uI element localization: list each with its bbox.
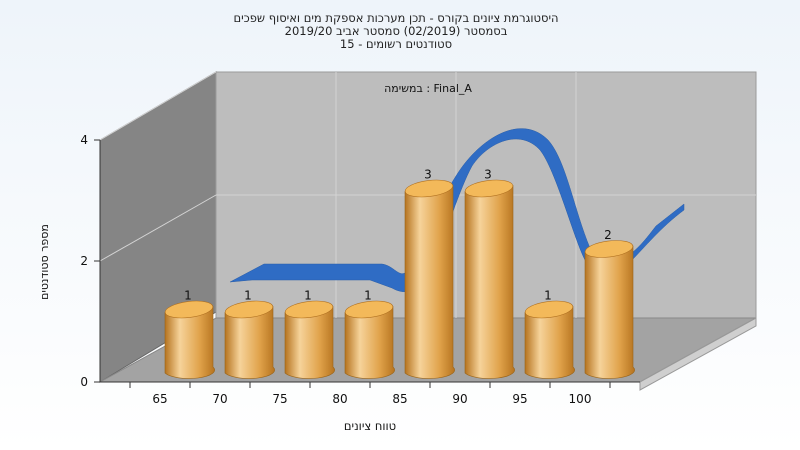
x-tick-label: 95 (512, 392, 527, 406)
x-tick-label: 100 (569, 392, 592, 406)
x-axis-ticks: 65 70 75 80 85 90 95 100 (129, 382, 611, 406)
bars: 1 1 1 1 3 3 1 2 (164, 168, 635, 379)
bar-top (284, 300, 334, 319)
bar-body (404, 185, 455, 379)
bar: 1 (284, 289, 335, 379)
bar: 3 (464, 168, 515, 379)
bar-body (284, 306, 335, 379)
title-line-2: בסמסטר (02/2019) סמסטר אביב 2019/20 (285, 24, 508, 38)
bar: 1 (344, 289, 395, 379)
bar: 1 (164, 289, 215, 379)
x-tick-label: 90 (452, 392, 467, 406)
bar-body (344, 306, 395, 379)
bar: 3 (404, 168, 455, 379)
bar-value-label: 1 (304, 289, 312, 303)
bar-top (164, 300, 214, 319)
bar-value-label: 3 (484, 168, 492, 182)
side-gridline-4 (99, 71, 217, 141)
bar-body (524, 306, 575, 379)
bar-top (224, 300, 274, 319)
x-tick-label: 65 (152, 392, 167, 406)
bar: 2 (584, 228, 635, 379)
bar-top (584, 240, 634, 258)
y-tick-label: 4 (80, 133, 88, 147)
title-line-3: סטודנטים רשומים - 15 (340, 37, 452, 51)
bar-top (344, 300, 394, 319)
title-line-1: היסטוגרמת ציונים בקורס - תכן מערכות אספק… (233, 11, 558, 25)
bar-value-label: 1 (544, 289, 552, 303)
bar-value-label: 1 (364, 289, 372, 303)
x-tick-label: 80 (332, 392, 347, 406)
x-tick-label: 75 (272, 392, 287, 406)
y-tick-label: 2 (80, 254, 88, 268)
side-gridline-2 (99, 194, 217, 262)
bar-body (164, 306, 215, 379)
bar-body (224, 306, 275, 379)
chart-title: היסטוגרמת ציונים בקורס - תכן מערכות אספק… (233, 11, 558, 51)
x-axis-title: טווח ציונים (344, 419, 396, 433)
y-tick-label: 0 (80, 375, 88, 389)
bar-top (464, 179, 514, 198)
bar-body (464, 185, 515, 379)
bar-top (404, 179, 454, 198)
y-axis-ticks: 0 2 4 (80, 133, 100, 389)
bar-value-label: 2 (604, 228, 612, 242)
bar-top (524, 300, 574, 319)
bar-value-label: 1 (244, 289, 252, 303)
bar-value-label: 1 (184, 289, 192, 303)
chart-annotation: במשימה : Final_A (384, 82, 472, 95)
x-tick-label: 85 (392, 392, 407, 406)
floor-front-edge (639, 317, 757, 391)
x-tick-label: 70 (212, 392, 227, 406)
y-axis-title: מספר סטודנטים (38, 224, 51, 300)
bar: 1 (524, 289, 575, 379)
trend-ribbon (229, 128, 685, 292)
bar: 1 (224, 289, 275, 379)
bar-body (584, 245, 635, 379)
bar-value-label: 3 (424, 168, 432, 182)
